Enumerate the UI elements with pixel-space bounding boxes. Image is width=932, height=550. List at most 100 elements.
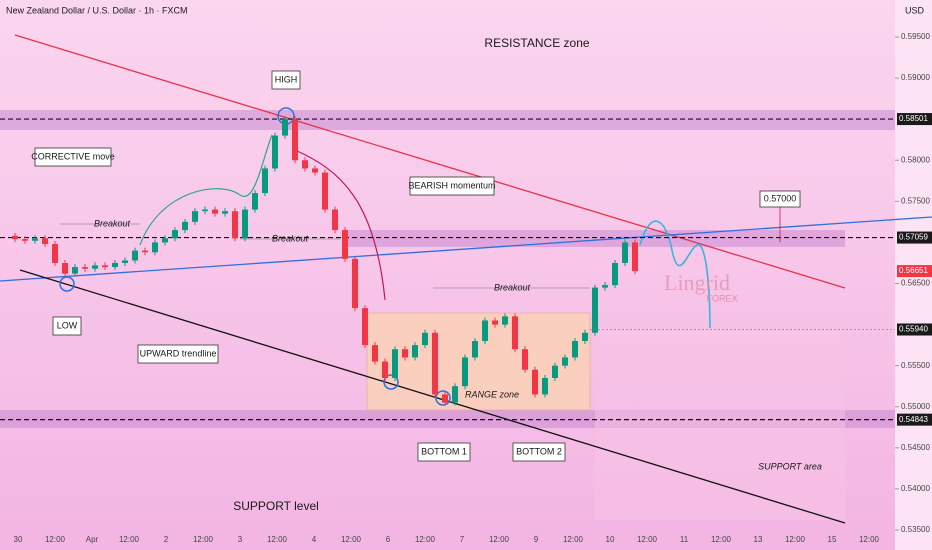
x-tick-label: 12:00 xyxy=(711,535,732,544)
candle-body xyxy=(602,285,608,288)
last-price-label: 0.56651 xyxy=(899,266,928,275)
projection-path xyxy=(639,220,711,329)
annotation: HIGH xyxy=(275,74,298,84)
candle-body xyxy=(62,262,68,274)
x-tick-label: 12:00 xyxy=(489,535,510,544)
price-tag-label: 0.54843 xyxy=(899,415,928,424)
candle-body xyxy=(572,341,578,358)
x-tick-label: 12:00 xyxy=(341,535,362,544)
x-tick-label: 12:00 xyxy=(637,535,658,544)
y-tick-label: 0.59500 xyxy=(901,32,930,41)
x-tick-label: 7 xyxy=(460,535,465,544)
price-tag-label: 0.55940 xyxy=(899,325,928,334)
candle-body xyxy=(262,168,268,194)
candle-body xyxy=(232,211,238,239)
candle-body xyxy=(152,242,158,253)
bearish-arrow xyxy=(294,149,386,301)
y-tick-label: 0.53500 xyxy=(901,525,930,534)
candle-body xyxy=(52,244,58,263)
candle-body xyxy=(622,242,628,263)
price-tag xyxy=(897,323,932,336)
candle-body xyxy=(422,332,428,346)
candle-body xyxy=(162,238,168,243)
label-box xyxy=(271,70,301,90)
annotation: UPWARD trendline xyxy=(140,348,217,358)
upward-trendline xyxy=(0,216,932,282)
x-tick-label: 12:00 xyxy=(193,535,214,544)
candle-body xyxy=(392,349,398,378)
brand-sub: FOREX xyxy=(706,293,737,303)
support-area-box xyxy=(595,330,845,520)
candle-body xyxy=(72,267,78,274)
candle-body xyxy=(132,250,138,261)
candle-body xyxy=(302,160,308,169)
candle-body xyxy=(362,308,368,346)
candle-body xyxy=(102,265,108,268)
support-line xyxy=(19,269,846,524)
candle-body xyxy=(192,211,198,222)
currency: USD xyxy=(905,5,925,15)
candle-body xyxy=(522,349,528,370)
annotation: CORRECTIVE move xyxy=(31,151,115,161)
last-price-tag xyxy=(897,265,932,278)
candle-body xyxy=(322,172,328,210)
candle-body xyxy=(452,386,458,403)
candle-body xyxy=(22,239,28,241)
candle-body xyxy=(482,320,488,342)
annotation: Breakout xyxy=(272,233,309,243)
level-label: 0.57000 xyxy=(764,193,797,203)
candle-body xyxy=(542,377,548,395)
annotation: RESISTANCE zone xyxy=(484,36,589,50)
x-tick-label: 10 xyxy=(606,535,615,544)
candle-body xyxy=(332,209,338,231)
candle-body xyxy=(472,341,478,358)
candle-body xyxy=(412,345,418,358)
y-tick-label: 0.56500 xyxy=(901,279,930,288)
candle-body xyxy=(142,250,148,253)
candle-body xyxy=(512,316,518,350)
candle-body xyxy=(592,287,598,333)
candle-body xyxy=(582,332,588,342)
candle-body xyxy=(32,238,38,241)
candle-body xyxy=(272,135,278,169)
candle-body xyxy=(242,209,248,239)
x-tick-label: 12:00 xyxy=(45,535,66,544)
x-tick-label: Apr xyxy=(86,535,99,544)
annotation: SUPPORT area xyxy=(758,461,822,471)
x-tick-label: 12:00 xyxy=(267,535,288,544)
label-box xyxy=(137,344,219,364)
x-tick-label: 12:00 xyxy=(563,535,584,544)
candle-body xyxy=(492,320,498,325)
price-tag xyxy=(897,231,932,244)
candle-body xyxy=(172,230,178,239)
annotation: Breakout xyxy=(494,282,531,292)
candle-body xyxy=(342,230,348,259)
y-tick-label: 0.55000 xyxy=(901,402,930,411)
resistance-band xyxy=(0,110,895,130)
candle-body xyxy=(402,349,408,358)
x-tick-label: 12:00 xyxy=(859,535,880,544)
candle-body xyxy=(92,265,98,269)
mid-band xyxy=(345,230,845,247)
x-tick-label: 4 xyxy=(312,535,317,544)
candle-body xyxy=(212,209,218,214)
y-tick-label: 0.54000 xyxy=(901,484,930,493)
candle-body xyxy=(252,193,258,210)
candle-body xyxy=(372,345,378,362)
annotation: BEARISH momentum xyxy=(408,180,495,190)
y-tick-label: 0.58000 xyxy=(901,155,930,164)
x-tick-label: 12:00 xyxy=(415,535,436,544)
x-tick-label: 12:00 xyxy=(785,535,806,544)
x-tick-label: 30 xyxy=(14,535,23,544)
candle-body xyxy=(222,211,228,214)
candle-body xyxy=(562,357,568,366)
candle-body xyxy=(612,262,618,286)
candle-body xyxy=(462,357,468,387)
candle-body xyxy=(502,316,508,325)
x-tick-label: 11 xyxy=(680,535,689,544)
x-tick-label: 13 xyxy=(754,535,763,544)
annotation: Breakout xyxy=(94,218,131,228)
low-marker xyxy=(59,276,75,292)
candle-body xyxy=(292,119,298,161)
x-tick-label: 3 xyxy=(238,535,243,544)
